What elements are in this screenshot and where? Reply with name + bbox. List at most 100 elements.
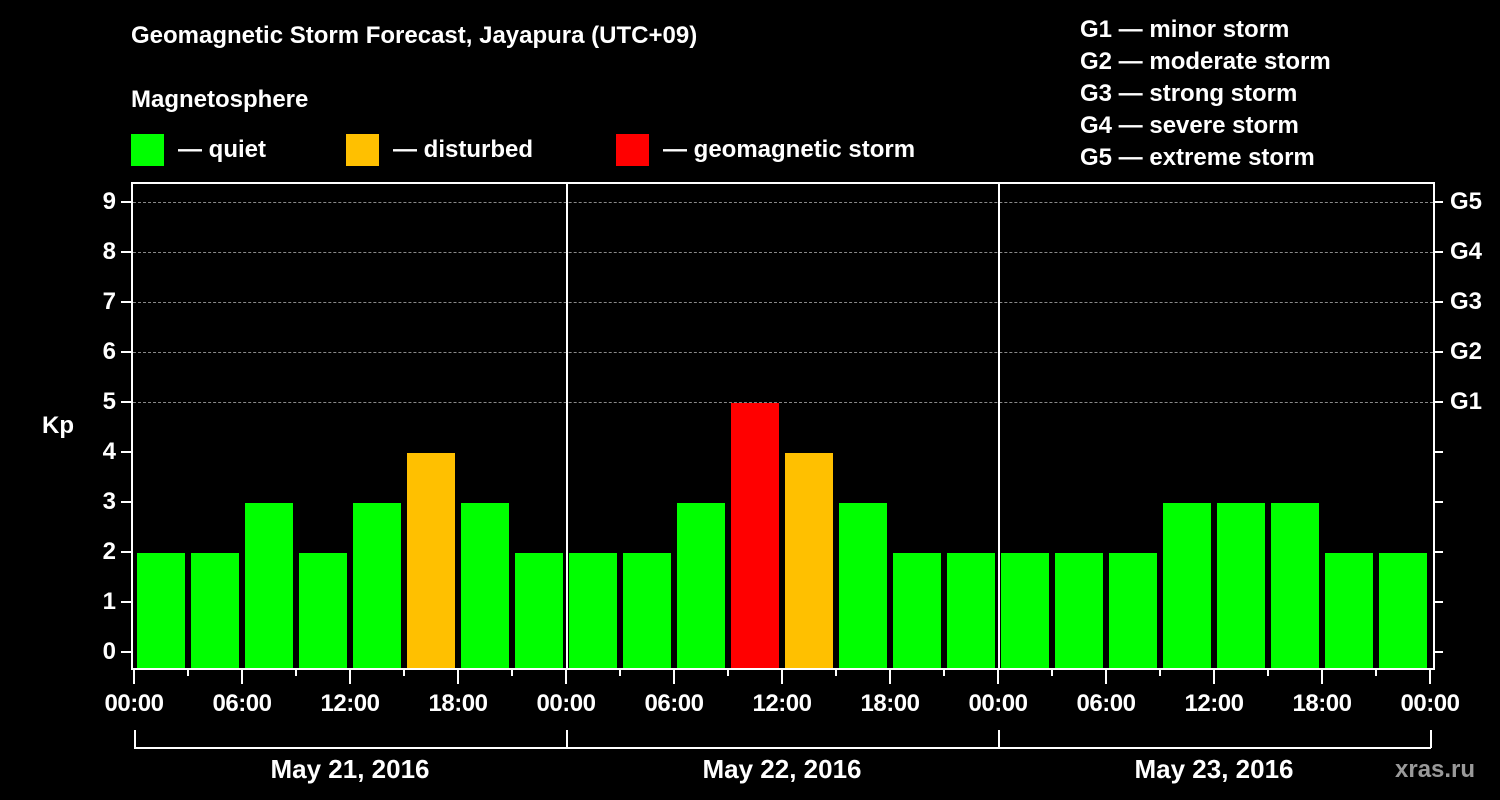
kp-bar <box>353 503 401 668</box>
legend-storm-label: — geomagnetic storm <box>663 136 916 163</box>
y-tick-right <box>1433 201 1443 203</box>
x-tick-label: 18:00 <box>860 690 920 717</box>
g-scale-label: G2 <box>1450 338 1483 365</box>
bracket-tick <box>566 730 568 748</box>
x-tick <box>673 668 675 684</box>
y-tick-right <box>1433 601 1443 603</box>
g-scale-label: G5 <box>1450 188 1483 215</box>
g-scale-label: G1 <box>1450 388 1483 415</box>
y-tick <box>121 201 131 203</box>
y-tick <box>121 501 131 503</box>
kp-bar <box>191 553 239 668</box>
bracket-tick <box>134 730 136 748</box>
y-tick-right <box>1433 301 1443 303</box>
x-tick <box>1051 668 1053 676</box>
x-tick <box>997 668 999 684</box>
x-tick <box>295 668 297 676</box>
kp-bar <box>137 553 185 668</box>
y-tick-label: 7 <box>102 288 116 315</box>
kp-bar <box>299 553 347 668</box>
gridline <box>133 352 1433 353</box>
x-tick <box>1105 668 1107 684</box>
kp-bar <box>623 553 671 668</box>
day-separator <box>998 182 1000 668</box>
x-tick <box>133 668 135 684</box>
y-tick-label: 5 <box>102 388 116 415</box>
x-tick <box>1429 668 1431 684</box>
date-bracket <box>134 747 1431 749</box>
x-tick <box>403 668 405 676</box>
kp-bar <box>677 503 725 668</box>
kp-bar <box>569 553 617 668</box>
kp-bar <box>1379 553 1427 668</box>
y-tick-right <box>1433 551 1443 553</box>
plot-area <box>131 182 1435 670</box>
day-label-3: May 23, 2016 <box>1134 754 1294 784</box>
legend-disturbed-label: — disturbed <box>393 136 534 163</box>
day-separator <box>566 182 568 668</box>
y-tick <box>121 601 131 603</box>
gridline <box>133 302 1433 303</box>
y-tick-label: 4 <box>102 438 116 465</box>
y-tick-right <box>1433 501 1443 503</box>
x-tick <box>781 668 783 684</box>
y-tick-right <box>1433 651 1443 653</box>
y-tick <box>121 451 131 453</box>
kp-bar <box>731 403 779 668</box>
y-axis-label: Kp <box>42 412 74 439</box>
kp-bar <box>515 553 563 668</box>
x-tick <box>1375 668 1377 676</box>
kp-bar <box>1325 553 1373 668</box>
x-tick-label: 12:00 <box>1184 690 1244 717</box>
disturbed-swatch-icon <box>346 134 379 166</box>
g2-legend: G2 — moderate storm <box>1080 48 1331 75</box>
x-tick <box>727 668 729 676</box>
g5-legend: G5 — extreme storm <box>1080 144 1315 171</box>
kp-bar <box>893 553 941 668</box>
y-tick-label: 1 <box>102 588 116 615</box>
kp-bar <box>245 503 293 668</box>
x-tick-label: 18:00 <box>428 690 488 717</box>
g-scale-label: G3 <box>1450 288 1483 315</box>
x-tick <box>511 668 513 676</box>
x-tick <box>619 668 621 676</box>
x-tick <box>1267 668 1269 676</box>
kp-bar <box>1055 553 1103 668</box>
gridline <box>133 252 1433 253</box>
bars-container <box>133 184 1433 668</box>
y-tick <box>121 651 131 653</box>
g4-legend: G4 — severe storm <box>1080 112 1299 139</box>
brand-watermark: xras.ru <box>1395 756 1476 783</box>
x-tick-label: 06:00 <box>644 690 704 717</box>
gridline <box>133 202 1433 203</box>
kp-bar <box>1001 553 1049 668</box>
x-tick-label: 00:00 <box>968 690 1028 717</box>
x-tick-label: 00:00 <box>1400 690 1460 717</box>
kp-bar <box>947 553 995 668</box>
g-scale-label: G4 <box>1450 238 1483 265</box>
y-tick-label: 6 <box>102 338 116 365</box>
y-tick-right <box>1433 401 1443 403</box>
y-tick-right <box>1433 351 1443 353</box>
x-tick <box>1213 668 1215 684</box>
y-tick-label: 9 <box>102 188 116 215</box>
x-tick-label: 12:00 <box>752 690 812 717</box>
x-tick <box>889 668 891 684</box>
g3-legend: G3 — strong storm <box>1080 80 1298 107</box>
kp-bar <box>1109 553 1157 668</box>
x-tick <box>835 668 837 676</box>
kp-bar <box>461 503 509 668</box>
x-tick <box>457 668 459 684</box>
x-tick-label: 12:00 <box>320 690 380 717</box>
x-tick <box>187 668 189 676</box>
y-tick-label: 3 <box>102 488 116 515</box>
gridline <box>133 402 1433 403</box>
y-tick-label: 2 <box>102 538 116 565</box>
bracket-tick <box>998 730 1000 748</box>
day-label-2: May 22, 2016 <box>702 754 862 784</box>
x-tick-label: 18:00 <box>1292 690 1352 717</box>
y-tick <box>121 251 131 253</box>
x-tick-label: 00:00 <box>536 690 596 717</box>
y-tick-label: 8 <box>102 238 116 265</box>
bracket-tick <box>1430 730 1432 748</box>
